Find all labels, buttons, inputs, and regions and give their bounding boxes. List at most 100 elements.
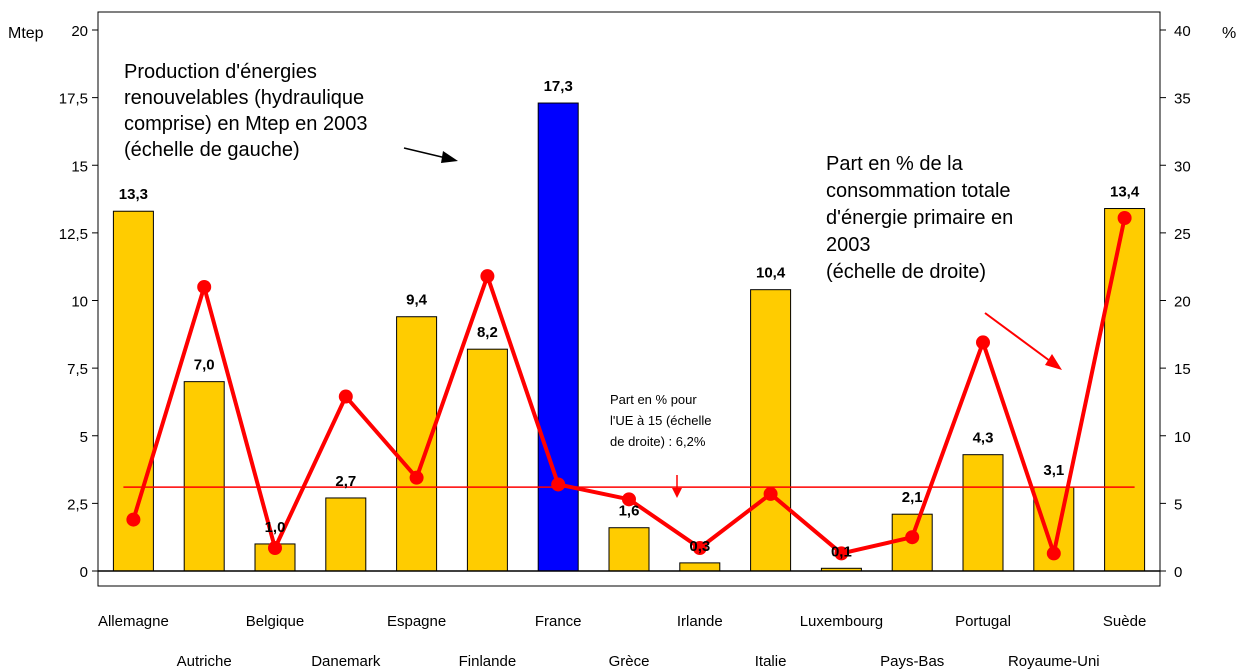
right-tick-label: 5 xyxy=(1174,496,1182,513)
plot-frame xyxy=(97,11,1161,587)
category-label: Danemark xyxy=(311,653,381,669)
bar-suède xyxy=(1104,208,1146,572)
bar-finlande xyxy=(466,348,508,572)
share-point-italie xyxy=(763,486,778,501)
bar-france xyxy=(537,102,579,572)
bar-value-label: 8,2 xyxy=(477,324,498,341)
bar-portugal xyxy=(962,454,1004,572)
bar-grèce xyxy=(608,527,650,572)
share-point-irlande xyxy=(692,541,707,556)
bar-value-label: 2,1 xyxy=(902,489,923,506)
left-tick-label: 20 xyxy=(71,23,88,40)
bars-note-arrowhead xyxy=(441,151,458,163)
right-tick-label: 25 xyxy=(1174,226,1191,243)
eu-note-line: de droite) : 6,2% xyxy=(610,434,706,449)
line-note-arrow-shaft xyxy=(984,312,1051,362)
share-point-allemagne xyxy=(126,512,141,527)
category-label: Suède xyxy=(1103,613,1146,630)
category-label: Finlande xyxy=(459,653,517,669)
category-label: Belgique xyxy=(246,613,304,630)
bar-value-label: 4,3 xyxy=(973,430,994,447)
share-point-suède xyxy=(1117,210,1132,225)
share-point-grèce xyxy=(622,492,636,507)
right-tick-label: 20 xyxy=(1174,294,1191,311)
share-point-portugal xyxy=(976,335,990,350)
share-point-royaume-uni xyxy=(1046,546,1061,561)
bar-value-label: 13,3 xyxy=(119,186,148,203)
share-point-autriche xyxy=(197,279,212,294)
axis-ticks-layer: 0 0 2,5 5 5 10 7,5 15 10 20 12,5 25 15 30 17,5 35 20 40 Mt… xyxy=(8,23,1236,581)
right-tick-label: 10 xyxy=(1174,429,1191,446)
eu-note-arrowhead xyxy=(672,488,682,498)
category-label: Italie xyxy=(755,653,787,669)
bars-note-arrow-shaft xyxy=(403,147,447,159)
left-tick-label: 17,5 xyxy=(59,91,88,108)
eu-note-line: Part en % pour xyxy=(610,392,697,407)
bars-note-line: (échelle de gauche) xyxy=(124,139,300,161)
bar-allemagne xyxy=(112,210,154,572)
bar-value-label: 1,6 xyxy=(619,503,640,520)
annotations-layer: Production d'énergies renouvelables (hydr… xyxy=(124,61,1062,498)
share-point-pays-bas xyxy=(905,530,920,545)
data-labels-layer: 13,3 7,0 1,0 2,7 9,4 8,2 17,3 1,6 0,3 10,4 0,1 2,1 4… xyxy=(119,78,1140,560)
bar-autriche xyxy=(183,381,225,572)
right-tick-label: 0 xyxy=(1174,564,1182,581)
bar-value-label: 3,1 xyxy=(1043,462,1064,479)
share-point-luxembourg xyxy=(834,546,849,561)
bars-note-line: Production d'énergies xyxy=(124,61,317,83)
right-axis-unit: % xyxy=(1222,25,1236,42)
right-tick-label: 30 xyxy=(1174,158,1191,175)
line-note-line: Part en % de la xyxy=(826,153,964,175)
bars-note-line: renouvelables (hydraulique xyxy=(124,87,364,109)
left-tick-label: 12,5 xyxy=(59,226,88,243)
category-label: Irlande xyxy=(677,613,723,630)
line-note-line: (échelle de droite) xyxy=(826,261,986,283)
bar-value-label: 1,0 xyxy=(265,519,286,536)
plot-border xyxy=(97,11,1161,587)
category-label: Pays-Bas xyxy=(880,653,944,669)
left-tick-label: 5 xyxy=(80,429,88,446)
left-tick-label: 7,5 xyxy=(67,361,88,378)
bar-value-label: 10,4 xyxy=(756,265,786,282)
eu-note-line: l'UE à 15 (échelle xyxy=(610,413,711,428)
share-point-belgique xyxy=(268,541,282,556)
line-note-line: d'énergie primaire en xyxy=(826,207,1013,229)
line-note-line: consommation totale xyxy=(826,180,1011,202)
bar-value-label: 13,4 xyxy=(1110,184,1140,201)
left-axis-unit: Mtep xyxy=(8,25,44,42)
left-tick-label: 0 xyxy=(80,564,88,581)
bar-danemark xyxy=(325,497,367,572)
right-tick-label: 40 xyxy=(1174,23,1191,40)
bar-italie xyxy=(750,289,792,572)
share-point-france xyxy=(551,477,566,492)
category-label: Autriche xyxy=(177,653,232,669)
bar-value-label: 7,0 xyxy=(194,357,215,374)
category-label: Luxembourg xyxy=(800,613,883,630)
category-labels-layer: Allemagne Autriche Belgique Danemark Espagne… xyxy=(98,613,1146,669)
category-label: Espagne xyxy=(387,613,446,630)
bar-value-label: 0,3 xyxy=(689,538,710,555)
bars-note-line: comprise) en Mtep en 2003 xyxy=(124,113,367,135)
share-point-danemark xyxy=(338,389,353,404)
bar-irlande xyxy=(679,562,721,572)
category-label: Grèce xyxy=(609,653,650,669)
line-note-line: 2003 xyxy=(826,234,871,256)
bar-value-label: 0,1 xyxy=(831,543,852,560)
bar-value-label: 17,3 xyxy=(544,78,573,95)
left-tick-label: 10 xyxy=(71,294,88,311)
share-point-espagne xyxy=(409,470,424,485)
category-label: Allemagne xyxy=(98,613,169,630)
left-tick-label: 15 xyxy=(71,158,88,175)
category-label: Portugal xyxy=(955,613,1011,630)
bar-value-label: 2,7 xyxy=(335,473,356,490)
bars-layer xyxy=(112,102,1146,572)
category-label: Royaume-Uni xyxy=(1008,653,1100,669)
line-note-arrowhead xyxy=(1045,354,1062,370)
right-tick-label: 35 xyxy=(1174,91,1191,108)
left-tick-label: 2,5 xyxy=(67,496,88,513)
line-series-layer xyxy=(126,210,1132,561)
category-label: France xyxy=(535,613,582,630)
bar-espagne xyxy=(396,316,438,572)
share-point-finlande xyxy=(480,269,495,284)
